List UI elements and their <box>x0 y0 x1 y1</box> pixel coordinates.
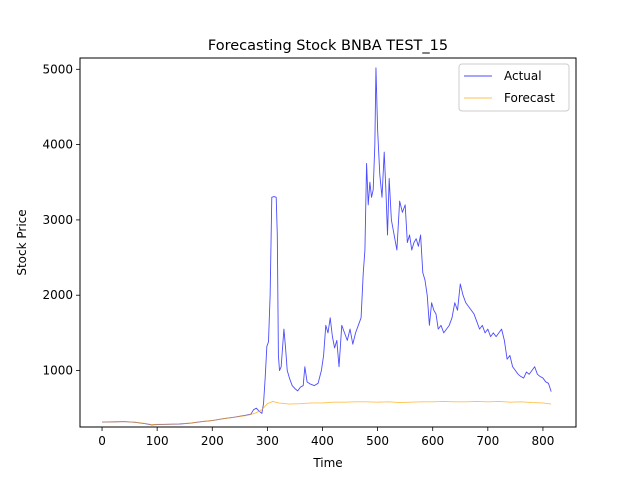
plot-frame <box>79 57 577 428</box>
y-tick-label: 4000 <box>42 138 73 152</box>
legend-label-forecast: Forecast <box>504 91 555 105</box>
y-tick-label: 1000 <box>42 364 73 378</box>
plot-area <box>102 67 552 426</box>
x-tick-label: 200 <box>201 434 224 448</box>
x-tick-label: 600 <box>421 434 444 448</box>
y-tick-label: 5000 <box>42 62 73 76</box>
legend: Actual Forecast <box>458 63 570 112</box>
x-tick-label: 100 <box>146 434 169 448</box>
y-axis-title: Stock Price <box>15 209 29 275</box>
series-line-actual <box>102 67 552 426</box>
x-tick-label: 500 <box>366 434 389 448</box>
chart-title: Forecasting Stock BNBA TEST_15 <box>208 38 448 54</box>
x-tick-label: 300 <box>256 434 279 448</box>
x-tick-label: 0 <box>98 434 106 448</box>
x-axis: 0 100 200 300 400 500 600 700 800 <box>98 427 554 448</box>
y-tick-label: 2000 <box>42 288 73 302</box>
x-tick-label: 700 <box>476 434 499 448</box>
series-line-forecast <box>102 400 552 426</box>
y-axis: 1000 2000 3000 4000 5000 <box>42 62 80 378</box>
x-tick-label: 400 <box>311 434 334 448</box>
y-tick-label: 3000 <box>42 213 73 227</box>
x-axis-title: Time <box>312 456 342 470</box>
x-tick-label: 800 <box>531 434 554 448</box>
legend-label-actual: Actual <box>504 69 542 83</box>
